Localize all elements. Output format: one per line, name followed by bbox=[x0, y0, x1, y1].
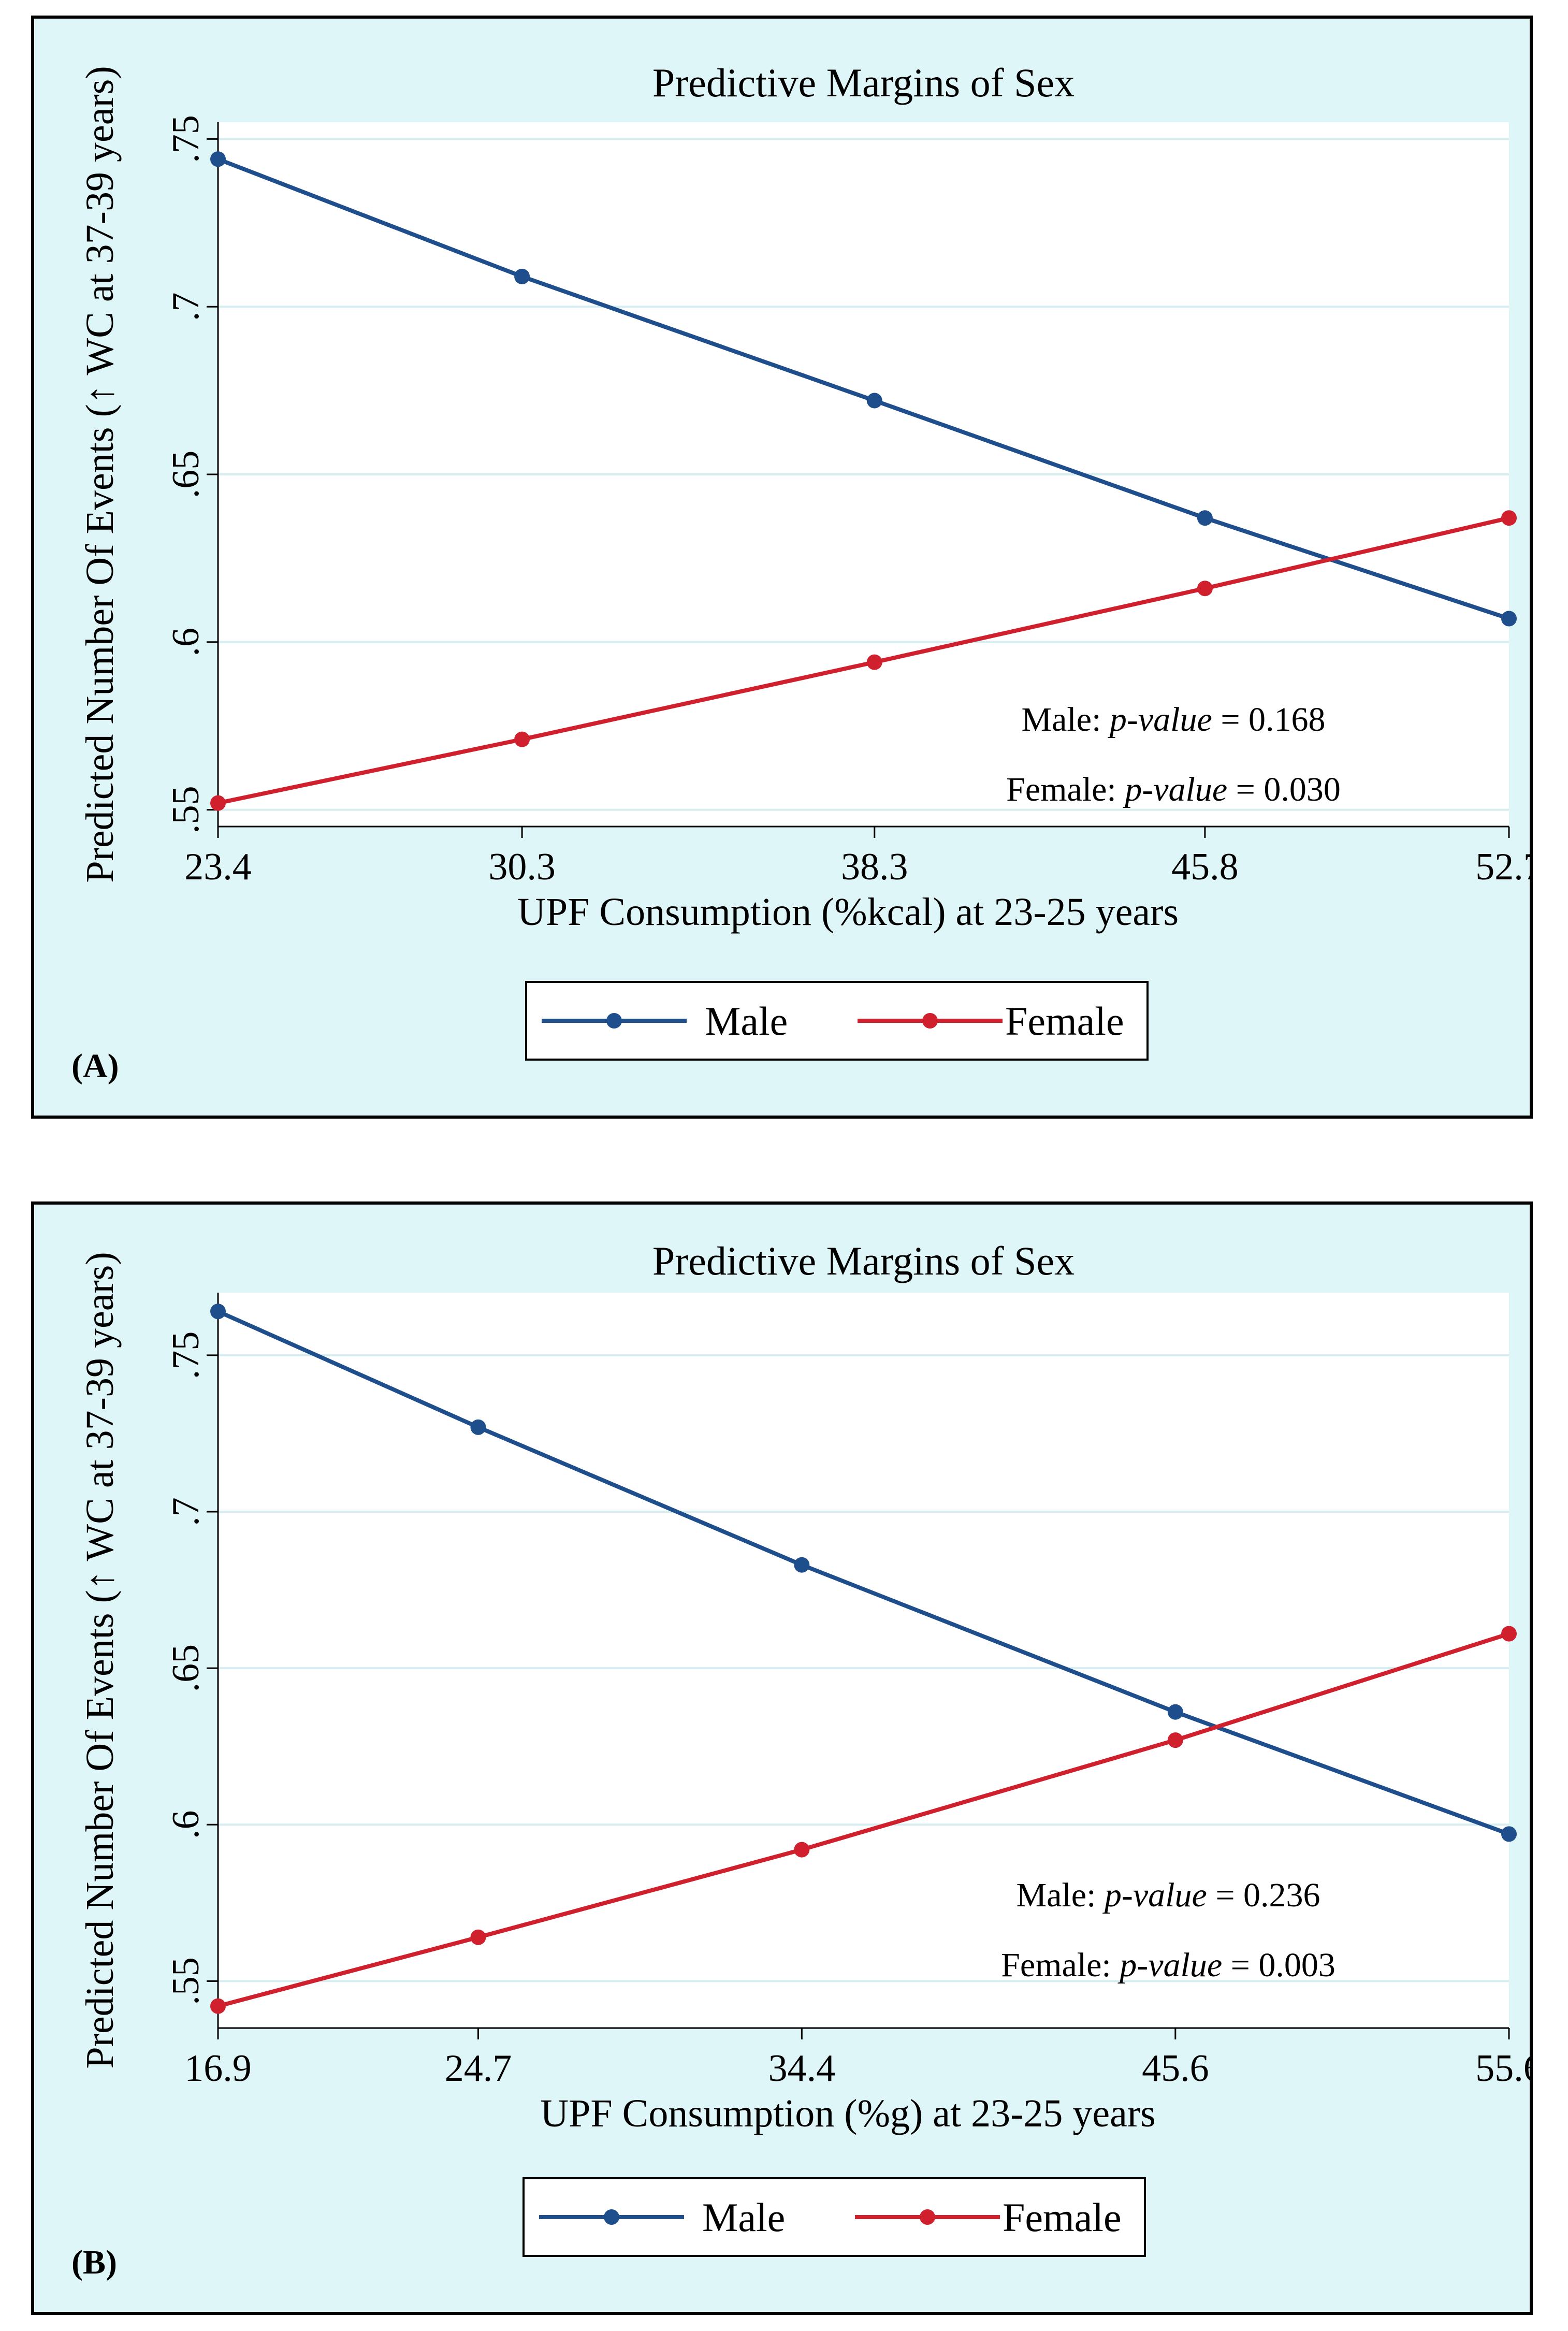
male-data-point bbox=[1197, 510, 1213, 526]
female-data-point bbox=[210, 795, 226, 811]
plot-area bbox=[218, 1293, 1509, 2028]
annotation-prefix: Male: bbox=[1016, 1876, 1104, 1914]
male-data-point bbox=[1501, 611, 1517, 627]
x-tick-label: 30.3 bbox=[488, 846, 556, 888]
female-data-point bbox=[1501, 510, 1517, 526]
x-tick-label: 45.6 bbox=[1142, 2047, 1209, 2090]
annotation-prefix: Male: bbox=[1021, 701, 1109, 739]
annotation-suffix: = 0.003 bbox=[1222, 1946, 1335, 1984]
female-data-point bbox=[210, 1998, 226, 2014]
y-axis-label: Predicted Number Of Events (↑ WC at 37-3… bbox=[78, 66, 122, 882]
x-tick-label: 16.9 bbox=[184, 2047, 252, 2090]
male-legend-label: Male bbox=[702, 2195, 785, 2240]
y-tick-label: .65 bbox=[165, 451, 207, 499]
female-data-point bbox=[1501, 1626, 1517, 1642]
male-data-point bbox=[210, 151, 226, 167]
male-legend-marker bbox=[604, 2209, 619, 2225]
chart-b: Predictive Margins of Sex .55 .6 .65 .7 .75 16… bbox=[78, 1238, 1530, 2257]
y-tick-label: .65 bbox=[165, 1644, 207, 1692]
y-axis-label: Predicted Number Of Events (↑ WC at 37-3… bbox=[78, 1252, 122, 2068]
female-legend-marker bbox=[920, 2209, 935, 2225]
male-legend-marker bbox=[606, 1013, 622, 1029]
x-axis-label: UPF Consumption (%kcal) at 23-25 years bbox=[517, 890, 1179, 934]
y-tick-label: .6 bbox=[165, 628, 207, 657]
y-tick-label: .6 bbox=[165, 1810, 207, 1839]
x-tick-label: 52.7 bbox=[1475, 846, 1530, 888]
annotation-italic: p-value bbox=[1123, 771, 1227, 808]
p-value-annotation: Male: p-value = 0.236 bbox=[1016, 1876, 1320, 1914]
x-axis-label: UPF Consumption (%g) at 23-25 years bbox=[540, 2092, 1155, 2135]
female-legend-marker bbox=[922, 1013, 938, 1029]
male-data-point bbox=[1167, 1704, 1183, 1720]
y-tick-label: .55 bbox=[165, 786, 207, 834]
legend: Male Female bbox=[522, 2177, 1146, 2257]
female-data-point bbox=[1197, 581, 1213, 597]
annotation-suffix: = 0.168 bbox=[1212, 701, 1326, 739]
female-data-point bbox=[470, 1929, 486, 1945]
female-data-point bbox=[794, 1842, 810, 1858]
legend: Male Female bbox=[525, 981, 1149, 1061]
annotation-suffix: = 0.030 bbox=[1227, 771, 1341, 808]
annotation-prefix: Female: bbox=[1001, 1946, 1120, 1984]
chart-panel-a: Predictive Margins of Sex .55 .6 .65 .7 .75 23… bbox=[31, 16, 1533, 1119]
x-tick-label: 23.4 bbox=[184, 846, 252, 888]
female-data-point bbox=[866, 654, 882, 670]
male-data-point bbox=[210, 1304, 226, 1320]
male-data-point bbox=[470, 1419, 486, 1435]
p-value-annotation: Male: p-value = 0.168 bbox=[1021, 701, 1325, 739]
annotation-italic: p-value bbox=[1108, 701, 1212, 739]
male-legend-label: Male bbox=[705, 998, 788, 1044]
annotation-italic: p-value bbox=[1102, 1876, 1207, 1914]
chart-title: Predictive Margins of Sex bbox=[652, 60, 1075, 105]
chart-panel-b: Predictive Margins of Sex .55 .6 .65 .7 .75 16… bbox=[31, 1201, 1533, 2315]
p-value-annotation: Female: p-value = 0.030 bbox=[1006, 771, 1341, 808]
annotation-prefix: Female: bbox=[1006, 771, 1125, 808]
annotation-suffix: = 0.236 bbox=[1207, 1876, 1320, 1914]
chart-title: Predictive Margins of Sex bbox=[652, 1238, 1075, 1283]
male-data-point bbox=[794, 1557, 810, 1573]
y-tick-label: .7 bbox=[165, 292, 207, 321]
y-tick-label: .7 bbox=[165, 1497, 207, 1526]
male-data-point bbox=[514, 268, 530, 284]
x-tick-label: 34.4 bbox=[768, 2047, 836, 2090]
y-tick-label: .55 bbox=[165, 1957, 207, 2005]
panel-label: (B) bbox=[71, 2243, 117, 2281]
annotation-italic: p-value bbox=[1117, 1946, 1222, 1984]
panel-label: (A) bbox=[71, 1047, 119, 1085]
female-data-point bbox=[1167, 1732, 1183, 1748]
x-tick-label: 38.3 bbox=[841, 846, 908, 888]
x-tick-label: 24.7 bbox=[445, 2047, 512, 2090]
female-legend-label: Female bbox=[1003, 2195, 1122, 2240]
p-value-annotation: Female: p-value = 0.003 bbox=[1001, 1946, 1335, 1984]
x-tick-label: 55.6 bbox=[1475, 2047, 1530, 2090]
chart-a: Predictive Margins of Sex .55 .6 .65 .7 .75 23… bbox=[78, 60, 1530, 1061]
y-tick-label: .75 bbox=[165, 115, 207, 163]
x-tick-label: 45.8 bbox=[1171, 846, 1239, 888]
female-data-point bbox=[514, 731, 530, 747]
y-tick-label: .75 bbox=[165, 1331, 207, 1380]
female-legend-label: Female bbox=[1005, 998, 1124, 1044]
male-data-point bbox=[1501, 1826, 1517, 1842]
male-data-point bbox=[866, 393, 882, 409]
